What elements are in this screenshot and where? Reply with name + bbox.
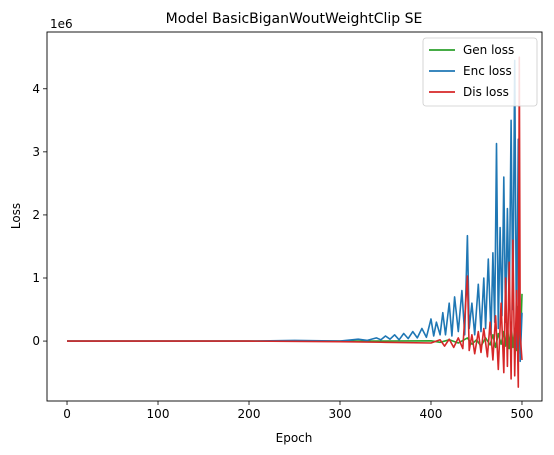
- y-tick-label: 0: [32, 334, 40, 348]
- y-ticks: 0 1 2 3 4: [32, 82, 47, 348]
- x-tick-label: 0: [63, 407, 71, 421]
- series-layer: [67, 56, 523, 388]
- legend: Gen loss Enc loss Dis loss: [422, 37, 538, 107]
- y-tick-label: 2: [32, 208, 40, 222]
- x-tick-label: 200: [238, 407, 261, 421]
- x-tick-label: 100: [147, 407, 170, 421]
- y-tick-label: 3: [32, 145, 40, 159]
- legend-label: Dis loss: [463, 85, 509, 99]
- x-tick-label: 300: [329, 407, 352, 421]
- legend-box: [422, 37, 538, 107]
- x-tick-label: 500: [511, 407, 534, 421]
- y-axis-label: Loss: [9, 203, 23, 229]
- y-tick-label: 4: [32, 82, 40, 96]
- x-ticks: 0 100 200 300 400 500: [63, 401, 533, 421]
- plot-frame: [46, 31, 543, 402]
- x-axis-label: Epoch: [276, 431, 313, 445]
- y-offset-label: 1e6: [50, 17, 73, 31]
- legend-label: Enc loss: [463, 64, 512, 78]
- y-tick-label: 1: [32, 271, 40, 285]
- series-line-dis-loss: [67, 56, 523, 388]
- series-line-enc-loss: [67, 59, 523, 363]
- plot-area: [46, 31, 543, 402]
- x-tick-label: 400: [420, 407, 443, 421]
- chart-title: Model BasicBiganWoutWeightClip SE: [166, 11, 423, 27]
- legend-label: Gen loss: [463, 43, 514, 57]
